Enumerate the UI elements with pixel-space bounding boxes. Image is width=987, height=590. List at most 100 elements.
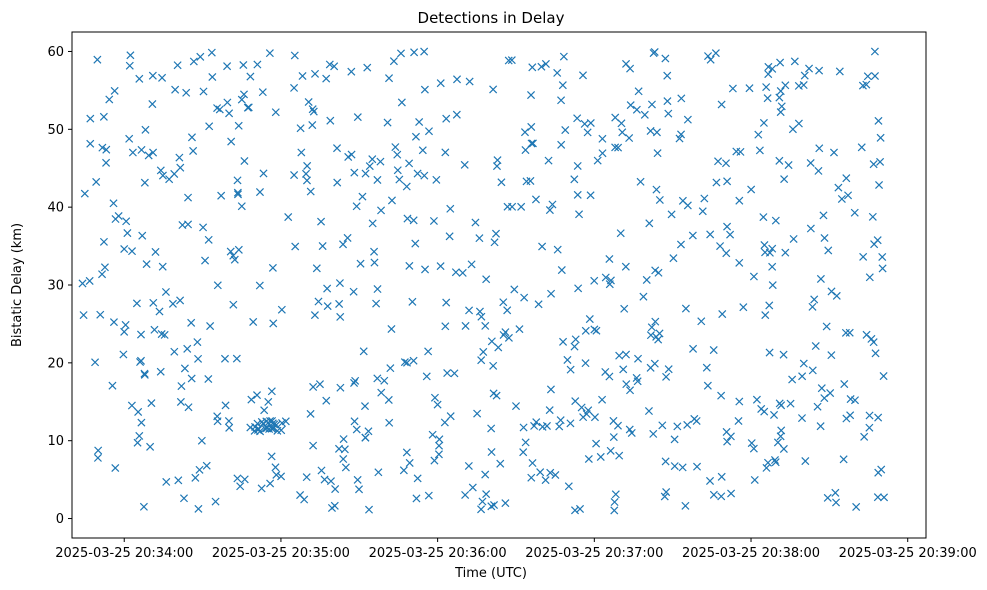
scatter-point — [660, 492, 669, 501]
scatter-point — [387, 196, 396, 205]
scatter-point — [570, 506, 580, 515]
scatter-point — [122, 217, 131, 226]
scatter-point — [306, 187, 315, 196]
scatter-point — [323, 302, 332, 311]
scatter-point — [722, 427, 731, 436]
scatter-point — [442, 114, 451, 123]
scatter-point — [878, 264, 887, 273]
scatter-point — [723, 437, 732, 446]
scatter-point — [661, 457, 670, 466]
scatter-point — [225, 109, 234, 118]
scatter-point — [805, 64, 814, 73]
scatter-point — [770, 455, 779, 465]
scatter-point — [353, 475, 362, 484]
scatter-point — [247, 395, 256, 404]
scatter-point — [754, 130, 763, 139]
scatter-point — [590, 413, 599, 422]
scatter-point — [78, 279, 87, 288]
scatter-point — [306, 409, 315, 418]
scatter-point — [546, 468, 555, 477]
scatter-point — [511, 402, 521, 411]
scatter-point — [664, 365, 673, 374]
scatter-point — [384, 395, 393, 404]
scatter-point — [309, 382, 318, 391]
scatter-point — [420, 47, 429, 56]
scatter-point — [842, 414, 851, 423]
scatter-point — [128, 148, 137, 157]
scatter-point — [333, 178, 342, 187]
scatter-point — [326, 477, 336, 486]
scatter-point — [876, 157, 885, 166]
scatter-point — [140, 178, 149, 187]
scatter-point — [728, 84, 737, 93]
scatter-point — [370, 258, 379, 267]
scatter-point — [384, 74, 394, 83]
scatter-point — [99, 237, 108, 246]
scatter-point — [765, 301, 774, 310]
scatter-point — [194, 354, 203, 363]
scatter-point — [397, 98, 406, 107]
scatter-point — [389, 57, 398, 66]
scatter-point — [246, 72, 255, 81]
scatter-point — [779, 350, 788, 359]
scatter-point — [351, 376, 360, 385]
scatter-point — [626, 101, 635, 110]
scatter-point — [749, 444, 758, 453]
scatter-point — [820, 233, 829, 243]
scatter-point — [291, 242, 300, 251]
scatter-point — [277, 305, 286, 314]
scatter-point — [621, 350, 631, 359]
scatter-point — [799, 81, 808, 90]
scatter-point — [606, 276, 615, 285]
scatter-point — [823, 493, 832, 502]
scatter-point — [189, 146, 198, 155]
scatter-point — [250, 426, 259, 435]
scatter-point — [227, 137, 236, 146]
scatter-point — [517, 202, 526, 211]
scatter-point — [698, 207, 707, 216]
scatter-point — [515, 325, 524, 334]
scatter-point — [322, 396, 331, 405]
scatter-point — [136, 330, 146, 339]
scatter-point — [689, 344, 698, 353]
scatter-point — [508, 202, 517, 211]
scatter-point — [775, 93, 784, 102]
scatter-point — [653, 149, 662, 158]
scatter-point — [717, 472, 726, 481]
scatter-point — [491, 229, 501, 238]
scatter-point — [420, 85, 429, 94]
scatter-point — [764, 70, 773, 79]
scatter-point — [642, 275, 651, 284]
scatter-point — [361, 433, 370, 442]
scatter-point — [91, 358, 100, 367]
scatter-point — [876, 133, 885, 142]
scatter-point — [619, 365, 628, 374]
scatter-point — [325, 60, 334, 69]
scatter-point — [532, 418, 541, 427]
scatter-point — [620, 304, 629, 313]
scatter-point — [677, 94, 686, 103]
scatter-point — [380, 376, 389, 385]
scatter-point — [176, 163, 185, 172]
scatter-point — [184, 403, 193, 412]
scatter-point — [177, 382, 186, 391]
scatter-point — [239, 90, 249, 99]
scatter-point — [652, 185, 661, 194]
scatter-point — [322, 74, 331, 83]
scatter-point — [477, 356, 486, 365]
scatter-point — [747, 439, 756, 448]
scatter-point — [197, 436, 206, 445]
scatter-point — [850, 208, 859, 217]
scatter-point — [776, 432, 785, 441]
scatter-point — [257, 484, 266, 493]
scatter-point — [811, 341, 820, 351]
scatter-point — [413, 474, 422, 483]
scatter-point — [215, 105, 224, 114]
scatter-point — [330, 501, 339, 510]
scatter-point — [125, 61, 134, 70]
scatter-point — [330, 62, 339, 71]
scatter-point — [581, 326, 590, 335]
scatter-point — [400, 358, 409, 367]
scatter-point — [255, 281, 264, 290]
scatter-point — [429, 216, 438, 226]
